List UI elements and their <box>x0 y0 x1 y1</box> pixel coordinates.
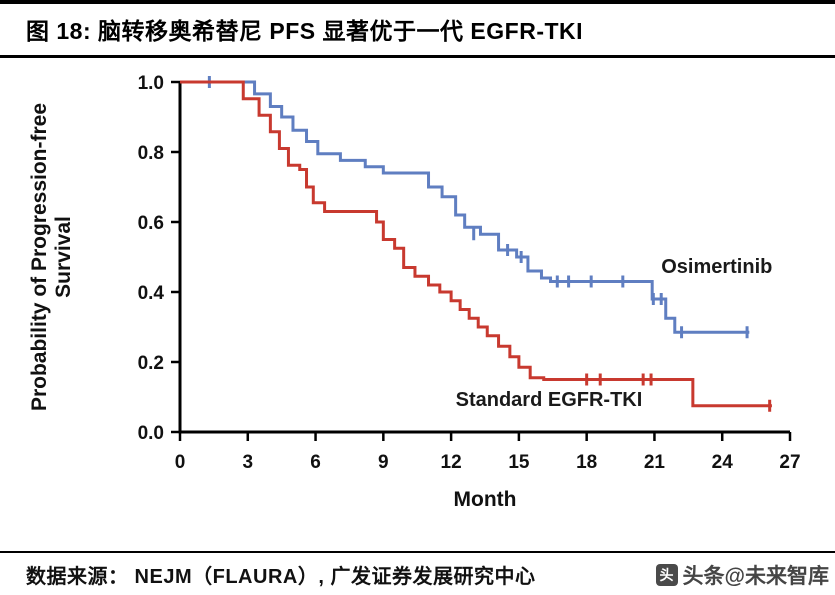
x-tick-label: 12 <box>441 452 462 473</box>
toutiao-logo-icon: 头 <box>655 564 678 586</box>
watermark-text: 头条@未来智库 <box>682 565 829 588</box>
x-tick-label: 9 <box>378 452 389 473</box>
figure-footer: 数据来源： NEJM（FLAURA）, 广发证券发展研究中心 <box>0 551 835 595</box>
y-tick-label: 0.2 <box>138 353 164 374</box>
y-tick-label: 1.0 <box>138 73 164 94</box>
x-tick-label: 27 <box>779 452 800 473</box>
y-axis-title: Probability of Progression-free <box>28 103 51 411</box>
survival-curve-standard-egfr-tki <box>180 80 772 408</box>
y-tick-label: 0.6 <box>138 213 164 234</box>
x-tick-label: 15 <box>508 452 530 473</box>
watermark: 头 头条@未来智库 <box>651 560 829 590</box>
source-note: 数据来源： NEJM（FLAURA）, 广发证券发展研究中心 <box>26 565 536 588</box>
y-tick-label: 0.0 <box>138 423 164 444</box>
figure-header: 图 18: 脑转移奥希替尼 PFS 显著优于一代 EGFR-TKI <box>0 0 835 58</box>
km-survival-chart: 0 3 6 9 12 15 18 21 24 27 0.0 0.2 0.4 0.6 0.8 1.0 Month P… <box>28 73 801 511</box>
chart-area: 0 3 6 9 12 15 18 21 24 27 0.0 0.2 0.4 0.6 0.8 1.0 Month P… <box>0 58 835 550</box>
x-axis-title: Month <box>454 488 517 511</box>
figure-title: 图 18: 脑转移奥希替尼 PFS 显著优于一代 EGFR-TKI <box>26 18 584 44</box>
y-tick-label: 0.8 <box>138 143 164 164</box>
x-tick-label: 0 <box>175 452 186 473</box>
series-label: Standard EGFR-TKI <box>456 389 643 411</box>
series-label: Osimertinib <box>661 256 772 278</box>
y-tick-label: 0.4 <box>138 283 165 304</box>
x-tick-label: 6 <box>310 452 321 473</box>
x-tick-label: 24 <box>712 452 734 473</box>
y-axis-title: Survival <box>52 216 75 298</box>
x-tick-label: 21 <box>644 452 666 473</box>
x-tick-label: 3 <box>242 452 253 473</box>
x-tick-label: 18 <box>576 452 597 473</box>
survival-curve-osimertinib <box>180 80 750 334</box>
